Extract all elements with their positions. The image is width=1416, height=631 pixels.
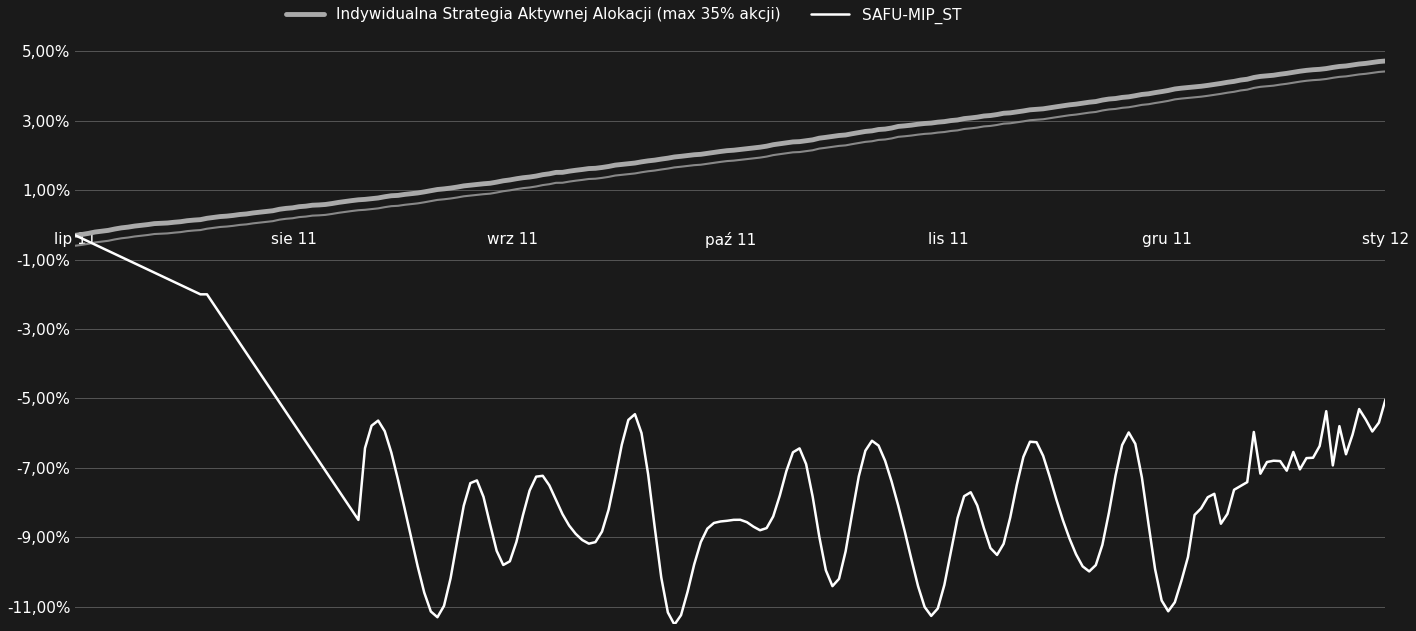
SAFU-MIP_ST (146, 269, 163, 276)
Indywidualna Strategia Aktywnej Alokacji (max 35% akcji) (416, 188, 433, 196)
SAFU-MIP_ST (67, 232, 84, 239)
Legend: Indywidualna Strategia Aktywnej Alokacji (max 35% akcji), SAFU-MIP_ST: Indywidualna Strategia Aktywnej Alokacji… (279, 1, 967, 30)
SAFU-MIP_ST (416, 589, 433, 596)
Line: Indywidualna Strategia Aktywnej Alokacji (max 35% akcji): Indywidualna Strategia Aktywnej Alokacji… (75, 61, 1385, 235)
Indywidualna Strategia Aktywnej Alokacji (max 35% akcji) (1311, 66, 1328, 73)
Indywidualna Strategia Aktywnej Alokacji (max 35% akcji) (1376, 57, 1393, 65)
Indywidualna Strategia Aktywnej Alokacji (max 35% akcji) (310, 201, 327, 209)
SAFU-MIP_ST (310, 457, 327, 465)
SAFU-MIP_ST (1318, 408, 1335, 415)
Indywidualna Strategia Aktywnej Alokacji (max 35% akcji) (146, 220, 163, 227)
SAFU-MIP_ST (119, 256, 136, 264)
SAFU-MIP_ST (1376, 396, 1393, 403)
Indywidualna Strategia Aktywnej Alokacji (max 35% akcji) (1264, 71, 1281, 79)
Line: SAFU-MIP_ST: SAFU-MIP_ST (75, 235, 1385, 625)
Indywidualna Strategia Aktywnej Alokacji (max 35% akcji) (67, 232, 84, 239)
SAFU-MIP_ST (666, 621, 683, 628)
SAFU-MIP_ST (1272, 457, 1289, 465)
Indywidualna Strategia Aktywnej Alokacji (max 35% akcji) (119, 223, 136, 231)
